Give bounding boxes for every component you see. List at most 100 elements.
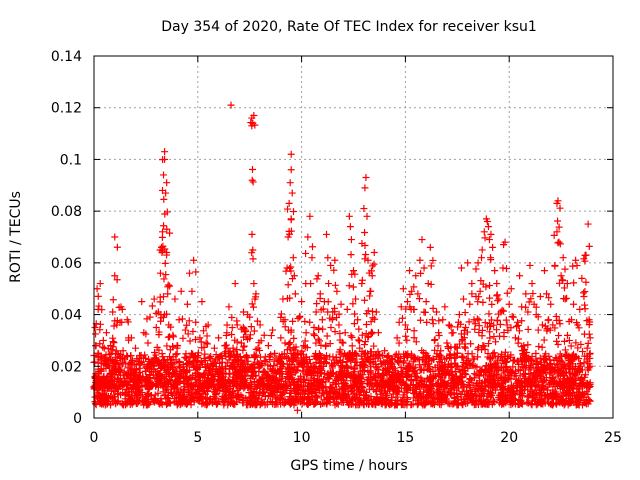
data-point	[510, 389, 518, 397]
data-point	[320, 396, 328, 404]
data-point	[154, 371, 162, 379]
data-point	[242, 364, 250, 372]
data-point	[240, 325, 248, 333]
data-point	[215, 334, 223, 342]
data-point	[544, 392, 552, 400]
data-point	[223, 321, 231, 329]
data-point	[516, 367, 524, 375]
data-point	[488, 380, 496, 388]
data-point	[277, 391, 285, 399]
x-tick-label: 15	[396, 430, 414, 446]
data-point	[127, 334, 135, 342]
data-point	[478, 380, 486, 388]
data-point	[331, 281, 339, 289]
data-point	[99, 343, 107, 351]
data-point	[493, 326, 501, 334]
data-point	[163, 367, 171, 375]
data-point	[511, 370, 519, 378]
data-point	[252, 400, 260, 408]
data-point	[492, 371, 500, 379]
data-point	[91, 373, 99, 381]
data-point	[383, 380, 391, 388]
data-point	[586, 334, 594, 342]
data-point	[458, 352, 466, 360]
data-point	[348, 349, 356, 357]
data-point	[431, 372, 439, 380]
data-point	[439, 397, 447, 405]
data-point	[134, 357, 142, 365]
data-point	[269, 326, 277, 334]
data-point	[367, 318, 375, 326]
data-point	[478, 246, 486, 254]
data-point	[186, 382, 194, 390]
data-point	[142, 354, 150, 362]
data-point	[462, 360, 470, 368]
data-point	[563, 280, 571, 288]
data-point	[533, 360, 541, 368]
data-point	[449, 329, 457, 337]
data-point	[112, 359, 120, 367]
data-point	[484, 353, 492, 361]
data-point	[582, 396, 590, 404]
data-point	[486, 294, 494, 302]
data-point	[347, 377, 355, 385]
data-point	[111, 272, 119, 280]
data-point	[266, 382, 274, 390]
data-point	[248, 166, 256, 174]
data-point	[338, 383, 346, 391]
data-point	[585, 316, 593, 324]
data-point	[119, 347, 127, 355]
data-point	[493, 291, 501, 299]
data-point	[301, 337, 309, 345]
data-point	[278, 362, 286, 370]
data-point	[550, 231, 558, 239]
data-point	[256, 321, 264, 329]
data-point	[165, 375, 173, 383]
plot-frame	[93, 55, 614, 419]
data-point	[202, 339, 210, 347]
data-point	[459, 335, 467, 343]
data-point	[246, 331, 254, 339]
data-point	[218, 358, 226, 366]
data-point	[223, 329, 231, 337]
data-point	[211, 394, 219, 402]
data-point	[317, 341, 325, 349]
data-point	[480, 228, 488, 236]
data-point	[451, 380, 459, 388]
data-point	[182, 372, 190, 380]
data-point	[332, 354, 340, 362]
data-point	[231, 369, 239, 377]
data-point	[289, 254, 297, 262]
data-point	[364, 333, 372, 341]
data-point	[475, 343, 483, 351]
data-point	[322, 352, 330, 360]
data-point	[333, 400, 341, 408]
data-point	[348, 333, 356, 341]
data-point	[559, 254, 567, 262]
data-point	[379, 370, 387, 378]
data-point	[445, 389, 453, 397]
data-point	[102, 364, 110, 372]
data-point	[473, 315, 481, 323]
data-point	[188, 382, 196, 390]
data-point	[326, 353, 334, 361]
data-point	[136, 391, 144, 399]
data-point	[505, 300, 513, 308]
data-point	[477, 277, 485, 285]
data-point	[487, 365, 495, 373]
x-tick-label: 10	[293, 430, 311, 446]
data-point	[250, 378, 258, 386]
data-point	[576, 367, 584, 375]
data-point	[457, 264, 465, 272]
data-point	[227, 101, 235, 109]
data-point	[446, 350, 454, 358]
data-point	[212, 365, 220, 373]
data-point	[496, 332, 504, 340]
data-point	[152, 324, 160, 331]
data-point	[300, 342, 308, 350]
data-point	[540, 267, 548, 275]
data-point	[391, 352, 399, 360]
data-point	[399, 359, 407, 367]
data-point	[186, 357, 194, 365]
data-points	[90, 101, 594, 414]
